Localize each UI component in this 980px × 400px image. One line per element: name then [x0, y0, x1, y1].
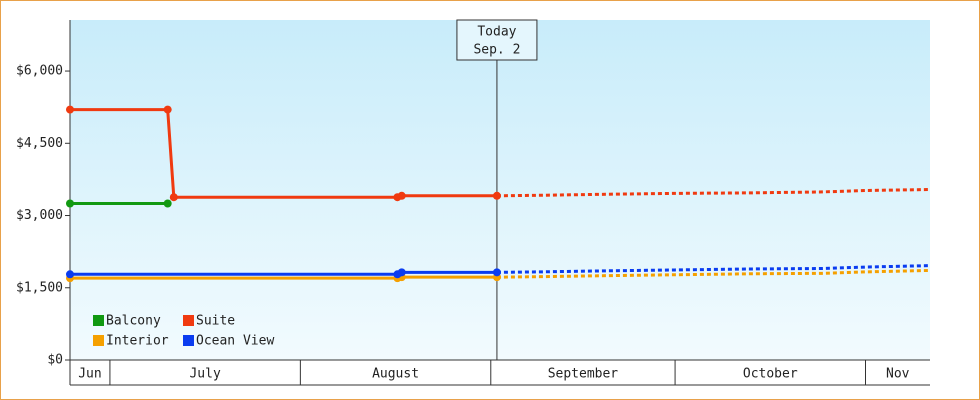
month-label: August [372, 367, 419, 382]
y-tick-label: $4,500 [16, 136, 63, 151]
price-line [70, 275, 497, 280]
legend-swatch [183, 315, 194, 326]
point [492, 191, 501, 200]
month-label: July [189, 367, 220, 382]
y-tick-label: $0 [47, 353, 63, 368]
point [492, 268, 501, 277]
legend-swatch [93, 315, 104, 326]
point [163, 105, 172, 114]
y-tick-label: $6,000 [16, 64, 63, 79]
y-tick-label: $1,500 [16, 280, 63, 295]
legend-label: Balcony [106, 314, 161, 329]
price-line [70, 108, 497, 199]
legend-swatch [93, 335, 104, 346]
month-label: Nov [886, 367, 910, 382]
y-tick-label: $3,000 [16, 208, 63, 223]
point [66, 270, 74, 279]
point [169, 193, 178, 202]
legend-label: Ocean View [196, 334, 274, 349]
point [397, 268, 406, 277]
legend-swatch [183, 335, 194, 346]
point [163, 199, 172, 208]
month-label: September [548, 367, 619, 382]
month-label: October [743, 367, 798, 382]
point [397, 191, 406, 200]
point [66, 105, 74, 114]
legend-label: Interior [106, 334, 169, 349]
plot-area [70, 20, 930, 360]
point [66, 199, 74, 208]
today-box [456, 19, 538, 61]
legend-label: Suite [196, 314, 235, 329]
today-label: Sep. 2 [473, 43, 520, 58]
month-label: Jun [78, 367, 101, 382]
today-label: Today [477, 25, 516, 40]
